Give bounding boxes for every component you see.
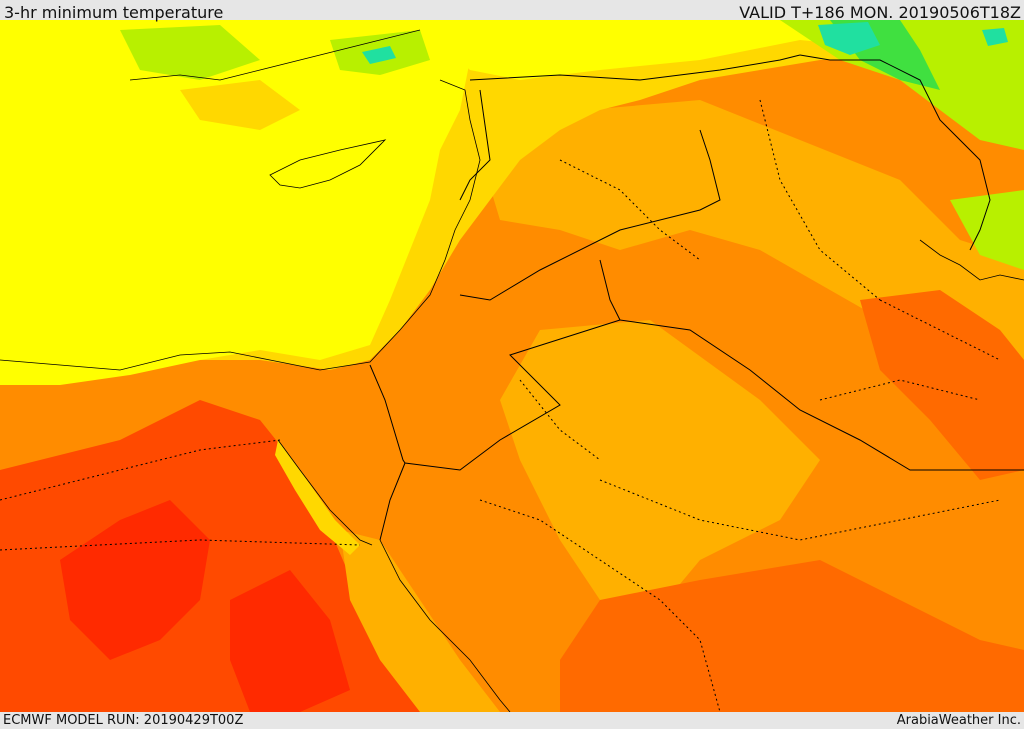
model-run-label: ECMWF MODEL RUN: 20190429T00Z [3,713,244,728]
temp-zone-teal-ne2 [982,28,1008,46]
temp-zone-red-egypt-a [60,500,210,660]
temp-zone-light-green-ne [780,20,1024,150]
country-borders [369,54,1024,541]
temp-zone-teal-n [362,46,396,64]
temp-zone-light-green-iran [950,190,1024,270]
temp-zone-dark-orange-south [560,560,1024,712]
header-bar: 3-hr minimum temperature VALID T+186 MON… [0,0,1024,22]
temp-zone-light-orange-east [470,100,1024,420]
valid-time: VALID T+186 MON. 20190506T18Z [739,3,1021,22]
temp-zone-light-green-nw [120,25,260,80]
temp-zone-dark-orange-iraq [860,290,1024,480]
temp-zone-teal-ne [818,22,880,55]
coastlines [0,29,1024,712]
map-canvas [0,20,1024,712]
temp-zone-red-egypt-b [230,570,350,712]
credit-label: ArabiaWeather Inc. [896,713,1021,728]
temp-zone-light-orange-arabia [500,320,820,620]
map-title: 3-hr minimum temperature [4,3,224,22]
province-borders [0,99,1001,712]
temp-zone-yellow-gulf-suez [275,440,360,555]
temp-zone-light-orange-redsea [340,530,500,712]
temp-zone-yellow-orange-cyprus [180,80,300,130]
footer-bar: ECMWF MODEL RUN: 20190429T00Z ArabiaWeat… [0,712,1024,729]
temperature-map[interactable] [0,20,1024,712]
temp-zone-yellow-med [0,20,470,385]
